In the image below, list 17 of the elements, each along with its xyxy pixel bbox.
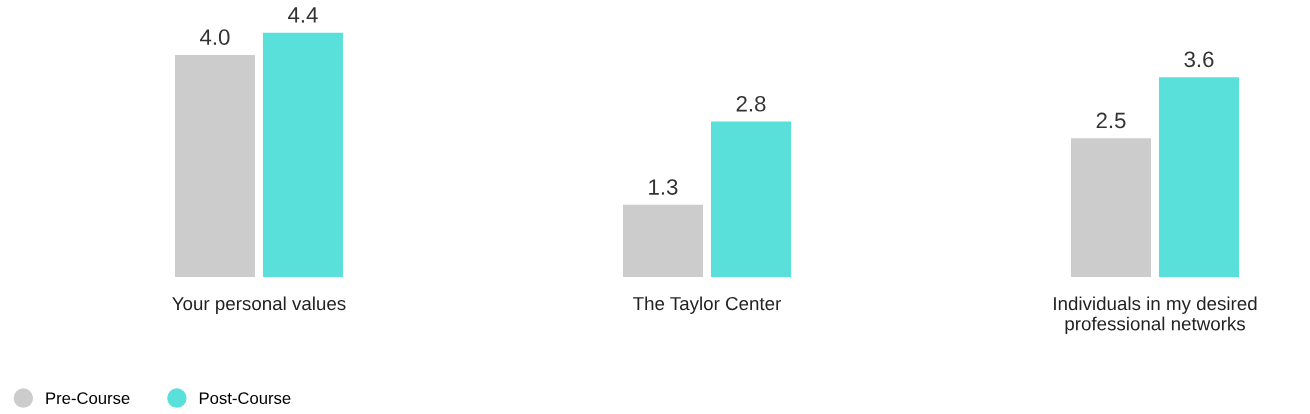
data-label: 3.6 — [1184, 51, 1214, 68]
x-tick-label: Individuals in my desired professional networks — [1054, 296, 1257, 335]
data-label: 2.5 — [1096, 112, 1126, 129]
data-label: 2.8 — [736, 95, 766, 112]
data-label: 4.0 — [200, 29, 230, 46]
bar — [174, 54, 255, 277]
bar — [622, 204, 703, 277]
legend-label: Pre-Course — [46, 392, 130, 405]
bar — [1158, 77, 1239, 277]
legend-label: Post-Course — [199, 392, 291, 405]
bar — [710, 121, 791, 277]
bar — [1070, 138, 1151, 277]
x-tick-label: Your personal values — [172, 296, 346, 314]
bar — [262, 32, 343, 277]
data-label: 4.4 — [288, 7, 318, 23]
data-label: 1.3 — [649, 179, 678, 195]
x-tick-label: The Taylor Center — [633, 296, 782, 314]
